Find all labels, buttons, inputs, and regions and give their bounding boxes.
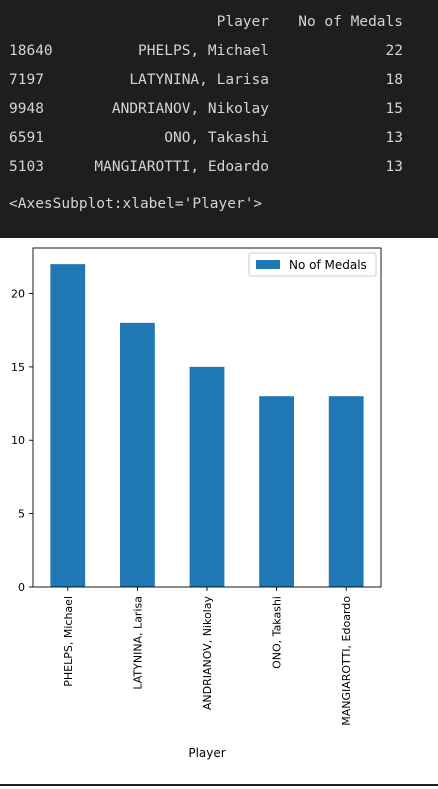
row-index: 5103 [9,159,44,175]
bar [328,396,364,587]
row-player: PHELPS, Michael [138,43,269,59]
row-medals: 13 [385,130,403,146]
bar [259,396,294,587]
y-tick-label: 10 [11,434,25,447]
bar [50,264,86,587]
x-tick-label: ONO, Takashi [271,596,284,669]
x-tick-label: ANDRIANOV, Nikolay [201,596,214,711]
row-medals: 18 [385,72,403,88]
row-player: ANDRIANOV, Nikolay [111,101,269,117]
row-medals: 15 [385,101,403,117]
row-index: 7197 [9,72,44,88]
axes-repr: <AxesSubplot:xlabel='Player'> [9,196,263,212]
legend-label: No of Medals [289,258,367,272]
x-tick-label: PHELPS, Michael [62,596,75,687]
row-index: 6591 [9,130,44,146]
legend: No of Medals [248,252,377,277]
y-ticks: 0 5 10 15 20 [11,287,33,594]
x-ticks: PHELPS, Michael LATYNINA, Larisa ANDRIANOV… [62,587,353,726]
x-tick-label: LATYNINA, Larisa [131,596,144,690]
bar [120,322,155,587]
y-tick-label: 20 [11,287,25,300]
header-player: Player [216,14,269,30]
row-player: LATYNINA, Larisa [129,72,269,88]
row-player: MANGIAROTTI, Edoardo [94,159,269,175]
output-console: Player No of Medals 18640 PHELPS, Michae… [0,0,438,238]
bars-group [50,264,364,587]
row-index: 18640 [9,43,53,59]
bar-chart: 0 5 10 15 20 PHELPS, Michael LATYNINA, Larisa… [11,247,382,760]
divider [0,784,438,786]
y-tick-label: 5 [18,508,25,521]
row-medals: 13 [385,159,403,175]
y-tick-label: 0 [18,581,25,594]
y-tick-label: 15 [11,361,25,374]
legend-box [248,252,377,277]
plot-output: 0 5 10 15 20 PHELPS, Michael LATYNINA, Larisa… [0,238,438,785]
row-medals: 22 [385,43,403,59]
header-medals: No of Medals [298,14,403,30]
row-index: 9948 [9,101,44,117]
bar [189,366,225,587]
legend-swatch [256,260,280,269]
row-player: ONO, Takashi [164,130,269,146]
x-axis-label: Player [188,746,225,760]
x-tick-label: MANGIAROTTI, Edoardo [340,596,353,726]
